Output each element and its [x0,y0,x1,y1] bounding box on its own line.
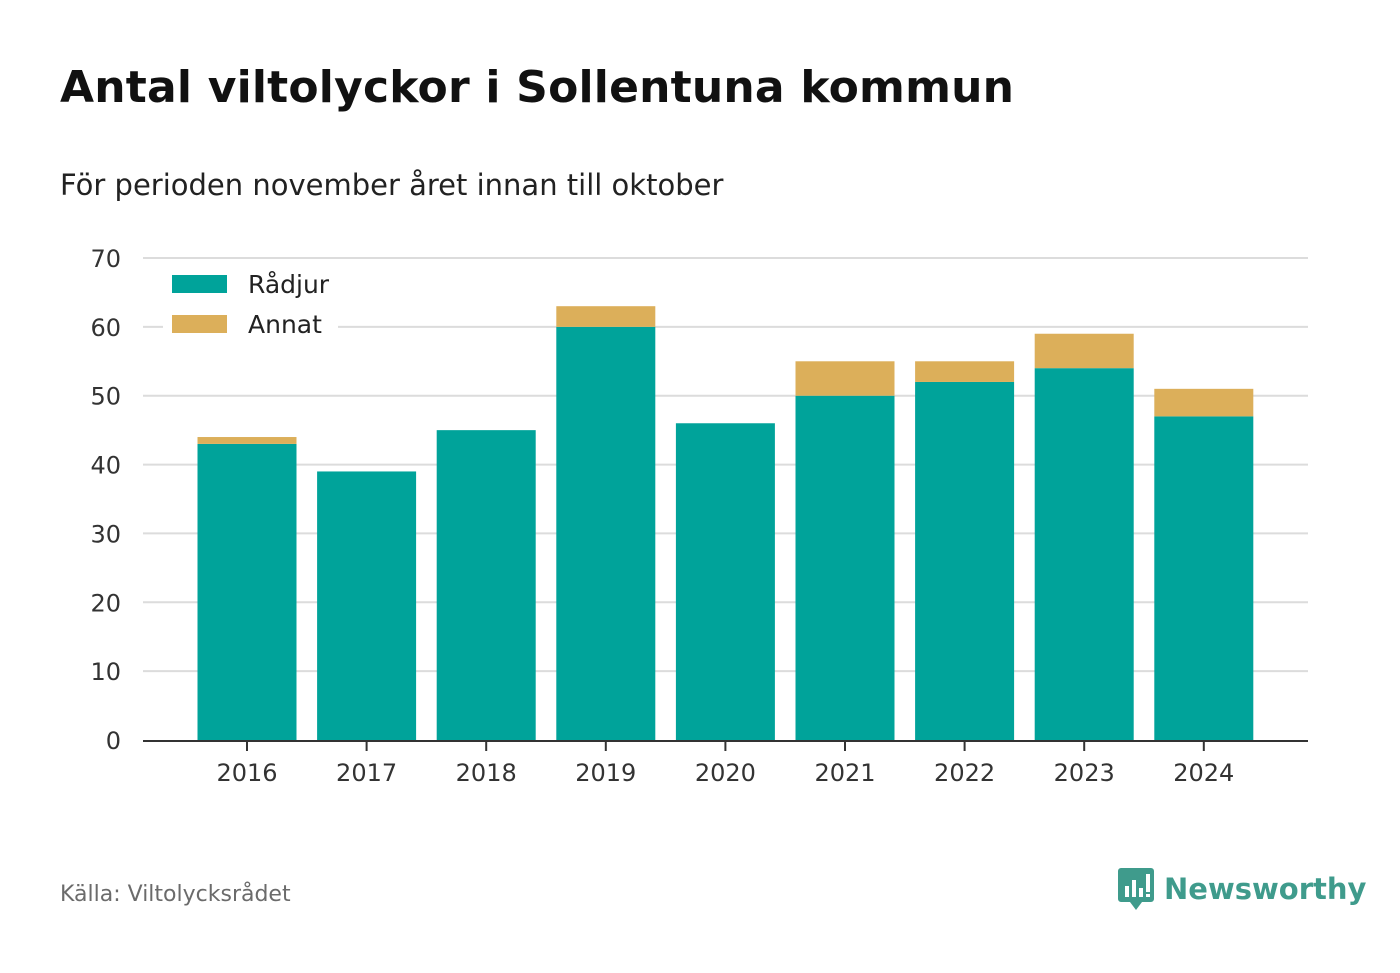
bar-annat-2022 [915,361,1015,382]
bar-radjur-2017 [317,471,417,740]
legend-label-radjur: Rådjur [248,270,330,299]
bar-radjur-2016 [197,443,297,740]
newsworthy-logo-icon [1118,868,1154,910]
legend-swatch-radjur [172,275,227,293]
x-tick-label: 2022 [934,759,995,787]
y-axis-ticks: 0 10 20 30 40 50 60 70 [90,245,121,755]
bar-radjur-2023 [1034,368,1134,740]
bar-annat-2016 [197,437,297,444]
legend-swatch-annat [172,315,227,333]
bar-radjur-2020 [675,423,775,740]
legend-label-annat: Annat [248,310,322,339]
x-tick-label: 2024 [1173,759,1234,787]
bar-radjur-2019 [556,326,656,740]
x-axis: 2016 2017 2018 2019 2020 2021 2022 2023 2024 [143,740,1308,787]
y-tick-label: 60 [90,314,121,342]
bar-annat-2019 [556,306,656,327]
brand-logo: Newsworthy [1118,866,1366,912]
x-tick-label: 2020 [695,759,756,787]
y-tick-label: 70 [90,245,121,273]
x-tick-label: 2021 [814,759,875,787]
brand-name: Newsworthy [1164,872,1367,906]
y-tick-label: 30 [90,520,121,548]
x-tick-label: 2023 [1054,759,1115,787]
legend: Rådjur Annat [163,262,338,348]
y-tick-label: 40 [90,452,121,480]
source-note: Källa: Viltolycksrådet [60,882,291,907]
bars [197,306,1254,740]
y-tick-label: 0 [106,727,121,755]
x-tick-label: 2018 [456,759,517,787]
bar-radjur-2022 [915,381,1015,740]
bar-annat-2024 [1154,388,1254,417]
x-tick-label: 2019 [575,759,636,787]
y-tick-label: 20 [90,589,121,617]
chart-title: Antal viltolyckor i Sollentuna kommun [60,62,1015,113]
y-tick-label: 10 [90,658,121,686]
bar-annat-2021 [795,361,895,396]
bar-radjur-2018 [436,430,536,740]
x-tick-label: 2017 [336,759,397,787]
bar-annat-2023 [1034,333,1134,369]
bar-radjur-2024 [1154,416,1254,740]
x-tick-label: 2016 [216,759,277,787]
bar-radjur-2021 [795,395,895,740]
chart-subtitle: För perioden november året innan till ok… [60,168,724,202]
y-tick-label: 50 [90,383,121,411]
